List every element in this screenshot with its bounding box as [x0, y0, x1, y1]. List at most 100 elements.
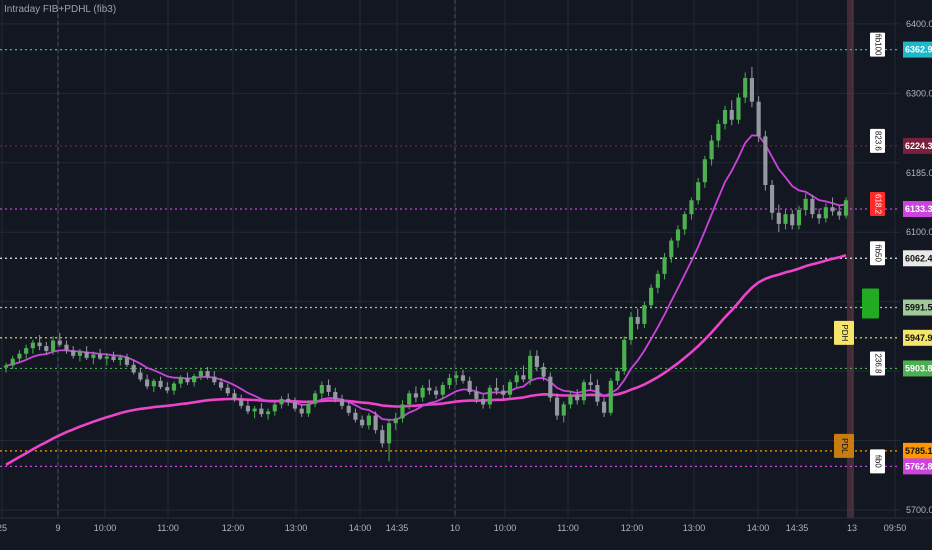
candle[interactable] — [709, 135, 714, 166]
candle[interactable] — [817, 208, 822, 224]
candle[interactable] — [783, 208, 788, 230]
candle[interactable] — [131, 360, 136, 375]
candle[interactable] — [803, 193, 808, 216]
candle[interactable] — [528, 350, 533, 385]
candle[interactable] — [729, 100, 734, 126]
candle[interactable] — [662, 253, 667, 280]
candle[interactable] — [380, 425, 385, 448]
candle[interactable] — [205, 366, 210, 380]
candle[interactable] — [447, 373, 452, 390]
candle[interactable] — [649, 284, 654, 309]
candle[interactable] — [326, 379, 331, 397]
candle[interactable] — [427, 379, 432, 395]
candle[interactable] — [548, 372, 553, 402]
candle[interactable] — [118, 354, 123, 366]
candle[interactable] — [104, 353, 109, 366]
candle[interactable] — [628, 312, 634, 345]
candle[interactable] — [57, 332, 62, 347]
time-axis[interactable]: 25 9 10:00 11:00 12:00 13:00 14:00 14:35 10 10:00… — [0, 517, 932, 550]
candle[interactable] — [393, 412, 398, 431]
candle[interactable] — [366, 412, 371, 430]
candle[interactable] — [44, 341, 49, 355]
candle[interactable] — [192, 373, 197, 387]
candle[interactable] — [494, 378, 499, 395]
candle[interactable] — [151, 378, 156, 392]
candle[interactable] — [696, 178, 701, 205]
candle[interactable] — [413, 386, 419, 403]
candle[interactable] — [50, 336, 56, 355]
candle[interactable] — [575, 389, 580, 405]
candle[interactable] — [91, 351, 96, 365]
candle[interactable] — [30, 339, 35, 354]
candle[interactable] — [259, 403, 264, 417]
candle[interactable] — [360, 415, 365, 429]
candle[interactable] — [837, 205, 842, 220]
candle[interactable] — [299, 404, 304, 417]
candle[interactable] — [373, 411, 378, 434]
candle[interactable] — [165, 382, 170, 394]
candle[interactable] — [810, 194, 815, 219]
candle[interactable] — [37, 335, 42, 351]
candle[interactable] — [212, 371, 217, 385]
candle[interactable] — [433, 386, 439, 399]
candle[interactable] — [272, 402, 277, 416]
candle[interactable] — [319, 381, 324, 399]
candle[interactable] — [790, 210, 795, 230]
candle[interactable] — [743, 72, 748, 104]
candle[interactable] — [669, 237, 674, 263]
candle[interactable] — [185, 372, 190, 386]
candle[interactable] — [756, 96, 761, 142]
candle[interactable] — [615, 367, 620, 385]
candle[interactable] — [608, 378, 613, 416]
candle[interactable] — [232, 389, 237, 402]
candle[interactable] — [749, 66, 755, 108]
candle[interactable] — [279, 396, 284, 409]
candle[interactable] — [830, 197, 835, 216]
candle[interactable] — [554, 393, 560, 420]
candle[interactable] — [601, 397, 607, 417]
candle[interactable] — [454, 371, 459, 385]
candle[interactable] — [3, 362, 9, 373]
candle[interactable] — [716, 119, 721, 148]
candle[interactable] — [306, 400, 311, 417]
candle[interactable] — [420, 385, 425, 402]
candle[interactable] — [178, 375, 183, 388]
candle[interactable] — [124, 353, 130, 367]
candle[interactable] — [225, 383, 230, 397]
candle[interactable] — [440, 382, 445, 399]
candle[interactable] — [763, 130, 768, 191]
candle[interactable] — [514, 371, 519, 388]
candle[interactable] — [77, 348, 83, 362]
candle[interactable] — [682, 211, 687, 235]
candle[interactable] — [702, 155, 707, 188]
candle[interactable] — [17, 350, 22, 363]
candle[interactable] — [736, 93, 741, 124]
candle[interactable] — [286, 393, 291, 406]
candle[interactable] — [158, 376, 163, 390]
candle[interactable] — [541, 362, 546, 381]
candle[interactable] — [407, 390, 412, 410]
candle[interactable] — [198, 367, 203, 381]
candle[interactable] — [265, 408, 271, 420]
candle[interactable] — [635, 308, 640, 330]
candle[interactable] — [561, 401, 566, 423]
candle[interactable] — [24, 344, 29, 359]
candle[interactable] — [588, 373, 593, 390]
candle[interactable] — [722, 105, 728, 130]
candle[interactable] — [111, 351, 116, 363]
candle[interactable] — [10, 355, 15, 370]
candle[interactable] — [622, 336, 627, 375]
price-axis[interactable]: 6400.00 6300.00 6185.00 6100.00 5700.00 6362.… — [900, 0, 932, 518]
candle[interactable] — [796, 205, 802, 230]
candle[interactable] — [145, 374, 150, 390]
candle[interactable] — [655, 270, 660, 294]
candle[interactable] — [675, 225, 681, 248]
candle[interactable] — [534, 350, 539, 372]
candle[interactable] — [481, 394, 486, 409]
candle[interactable] — [218, 378, 224, 391]
candle[interactable] — [239, 394, 244, 409]
candle[interactable] — [467, 376, 472, 395]
candle[interactable] — [353, 408, 358, 423]
candle[interactable] — [642, 301, 647, 329]
